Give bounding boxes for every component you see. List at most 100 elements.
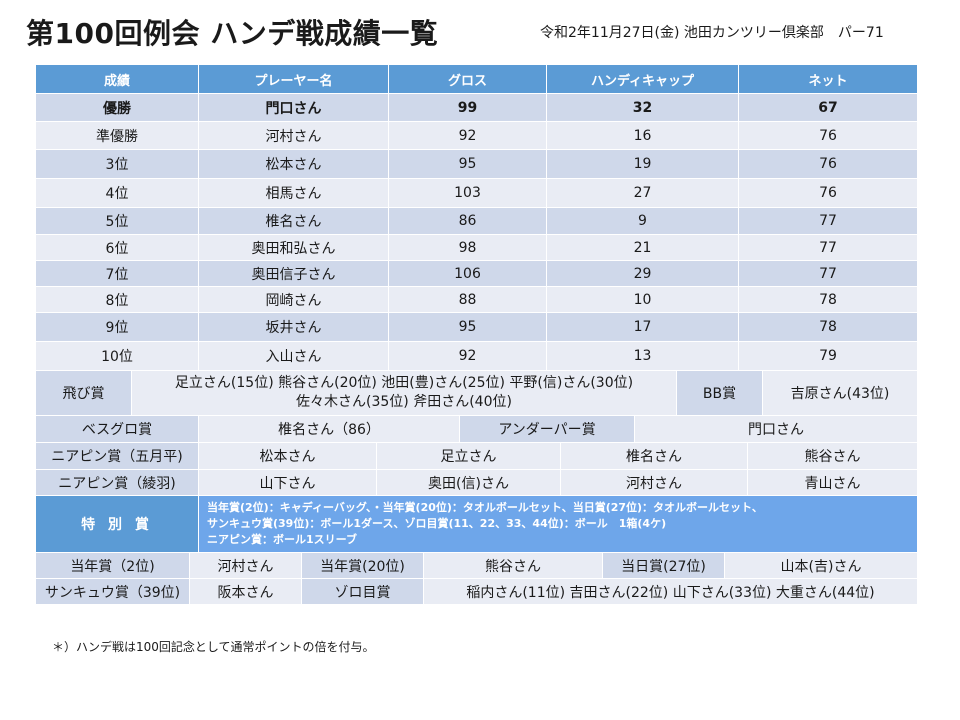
gross-cell: 86 (389, 208, 547, 234)
best-gross-row: ベスグロ賞 椎名さん（86） アンダーパー賞 門口さん (36, 416, 917, 443)
tobi-line-1: 足立さん(15位) 熊谷さん(20位) 池田(豊)さん(25位) 平野(信)さん… (174, 375, 634, 391)
nearpin-value: 熊谷さん (748, 443, 917, 469)
net-cell: 77 (819, 239, 837, 256)
special-description: 当年賞(2位)：キャディーバッグ、・当年賞(20位)：タオルボールセット、当日賞… (199, 496, 917, 552)
event-info: 令和2年11月27日(金) 池田カンツリー倶楽部 パー71 (540, 25, 884, 41)
bb-value: 吉原さん(43位) (763, 371, 917, 415)
tobi-line-2: 佐々木さん(35位) 斧田さん(40位) (296, 394, 512, 410)
special-line-2: サンキュウ賞(39位)：ボール1ダース、ゾロ目賞(11、22、33、44位)：ボ… (207, 517, 667, 530)
header-rank: 成績 (36, 65, 199, 93)
net-cell: 79 (819, 348, 837, 364)
nearpin-value: 奥田(信)さん (377, 470, 561, 495)
gross-cell: 92 (389, 342, 547, 370)
rank-cell: 5位 (36, 208, 199, 234)
player-cell: 奥田和弘さん (199, 235, 389, 260)
nearpin-value: 山下さん (199, 470, 377, 495)
table-row: 6位 奥田和弘さん 98 21 77 (36, 235, 917, 261)
table-row: 準優勝 河村さん 92 16 76 (36, 122, 917, 150)
gross-cell: 98 (389, 235, 547, 260)
special-line-3: ニアピン賞：ボール1スリーブ (207, 533, 357, 546)
rank-cell: 7位 (36, 261, 199, 286)
tobi-row: 飛び賞 足立さん(15位) 熊谷さん(20位) 池田(豊)さん(25位) 平野(… (36, 371, 917, 416)
player-cell: 河村さん (199, 122, 389, 149)
gross-cell: 99 (389, 94, 547, 121)
rank-cell: 10位 (36, 342, 199, 370)
player-cell: 入山さん (199, 342, 389, 370)
zorome-label: ゾロ目賞 (302, 579, 424, 604)
sankyu-value: 阪本さん (190, 579, 302, 604)
player-cell: 椎名さん (199, 208, 389, 234)
page-title: 第100回例会 ハンデ戦成績一覧 (26, 17, 439, 50)
table-row: 4位 相馬さん 103 27 76 (36, 179, 917, 208)
net-cell: 67 (818, 99, 838, 116)
tonen-row: 当年賞（2位) 河村さん 当年賞(20位) 熊谷さん 当日賞(27位) 山本(吉… (36, 553, 917, 579)
handicap-cell: 16 (547, 122, 739, 149)
handicap-cell: 10 (547, 287, 739, 312)
tojitsu-label: 当日賞(27位) (603, 553, 725, 578)
special-row: 特 別 賞 当年賞(2位)：キャディーバッグ、・当年賞(20位)：タオルボールセ… (36, 496, 917, 553)
net-cell: 77 (819, 265, 837, 282)
net-cell: 78 (819, 291, 837, 308)
under-par-label: アンダーパー賞 (460, 416, 635, 442)
handicap-cell: 21 (547, 235, 739, 260)
best-gross-label: ベスグロ賞 (36, 416, 199, 442)
nearpin-value: 足立さん (377, 443, 561, 469)
results-table: 成績 プレーヤー名 グロス ハンディキャップ ネット 優勝 門口さん 99 32… (36, 65, 917, 605)
handicap-cell: 19 (547, 150, 739, 178)
gross-cell: 88 (389, 287, 547, 312)
footnote: ＊）ハンデ戦は100回記念として通常ポイントの倍を付与。 (52, 640, 375, 654)
table-row: 8位 岡崎さん 88 10 78 (36, 287, 917, 313)
gross-cell: 106 (389, 261, 547, 286)
gross-cell: 95 (389, 313, 547, 341)
handicap-cell: 27 (547, 179, 739, 207)
player-cell: 松本さん (199, 150, 389, 178)
player-cell: 岡崎さん (199, 287, 389, 312)
sankyu-label: サンキュウ賞（39位) (36, 579, 190, 604)
best-gross-value: 椎名さん（86） (199, 416, 460, 442)
tonen20-label: 当年賞(20位) (302, 553, 424, 578)
gross-cell: 103 (389, 179, 547, 207)
net-cell: 76 (819, 127, 837, 144)
handicap-cell: 29 (547, 261, 739, 286)
net-cell: 78 (819, 319, 837, 335)
nearpin-value: 青山さん (748, 470, 917, 495)
tonen-label: 当年賞（2位) (36, 553, 190, 578)
table-row: 10位 入山さん 92 13 79 (36, 342, 917, 371)
net-cell: 76 (819, 156, 837, 172)
header-handicap: ハンディキャップ (547, 65, 739, 93)
nearpin-label: ニアピン賞（綾羽) (36, 470, 199, 495)
handicap-cell: 32 (547, 94, 739, 121)
tojitsu-value: 山本(吉)さん (780, 558, 862, 575)
rank-cell: 準優勝 (36, 122, 199, 149)
nearpin-row: ニアピン賞（五月平) 松本さん 足立さん 椎名さん 熊谷さん (36, 443, 917, 470)
header-player: プレーヤー名 (199, 65, 389, 93)
rank-cell: 9位 (36, 313, 199, 341)
header-gross: グロス (389, 65, 547, 93)
gross-cell: 95 (389, 150, 547, 178)
gross-cell: 92 (389, 122, 547, 149)
nearpin-value: 松本さん (199, 443, 377, 469)
rank-cell: 4位 (36, 179, 199, 207)
rank-cell: 優勝 (36, 94, 199, 121)
sankyu-row: サンキュウ賞（39位) 阪本さん ゾロ目賞 稲内さん(11位) 吉田さん(22位… (36, 579, 917, 605)
tobi-label: 飛び賞 (36, 371, 132, 415)
net-cell: 76 (819, 185, 837, 201)
table-row: 7位 奥田信子さん 106 29 77 (36, 261, 917, 287)
header-net: ネット (808, 73, 848, 89)
nearpin-value: 椎名さん (561, 443, 748, 469)
net-cell: 77 (819, 213, 837, 229)
player-cell: 奥田信子さん (199, 261, 389, 286)
bb-label: BB賞 (677, 371, 763, 415)
zorome-value: 稲内さん(11位) 吉田さん(22位) 山下さん(33位) 大重さん(44位) (466, 584, 875, 601)
special-line-1: 当年賞(2位)：キャディーバッグ、・当年賞(20位)：タオルボールセット、当日賞… (207, 501, 763, 514)
nearpin-value: 河村さん (561, 470, 748, 495)
table-header: 成績 プレーヤー名 グロス ハンディキャップ ネット (36, 65, 917, 94)
under-par-value: 門口さん (635, 416, 917, 442)
nearpin-row: ニアピン賞（綾羽) 山下さん 奥田(信)さん 河村さん 青山さん (36, 470, 917, 496)
table-row: 優勝 門口さん 99 32 67 (36, 94, 917, 122)
handicap-cell: 13 (547, 342, 739, 370)
handicap-cell: 9 (547, 208, 739, 234)
tonen-value: 河村さん (190, 553, 302, 578)
player-cell: 門口さん (199, 94, 389, 121)
tonen20-value: 熊谷さん (424, 553, 603, 578)
